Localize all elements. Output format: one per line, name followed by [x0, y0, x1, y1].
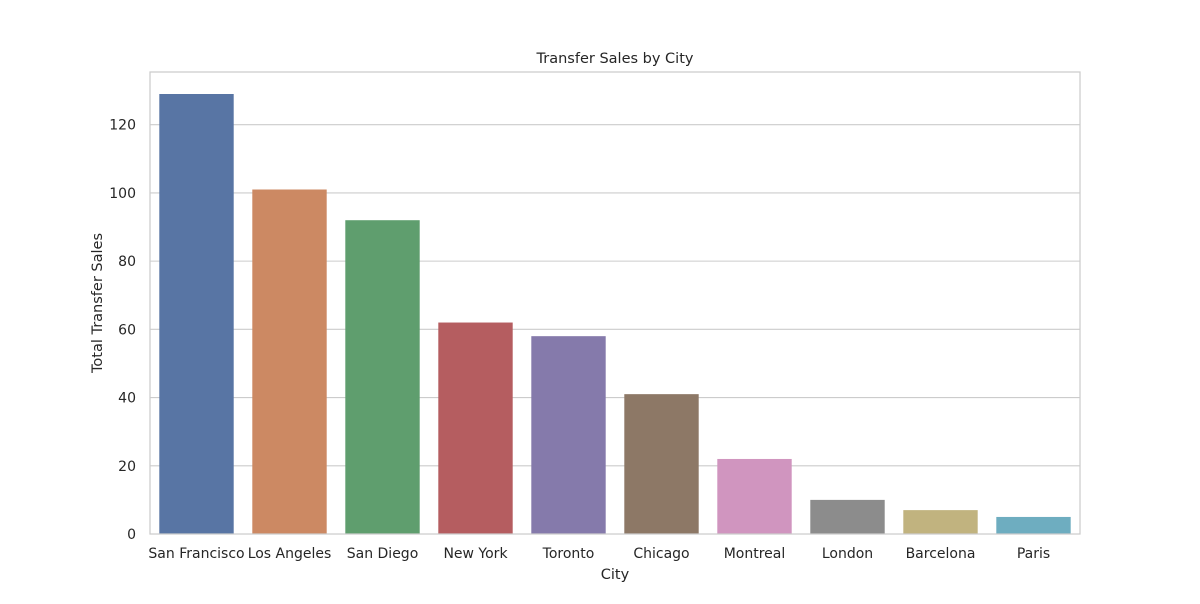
x-tick-label: San Francisco — [148, 546, 244, 562]
x-tick-label: London — [822, 546, 873, 562]
x-tick-label: Montreal — [724, 546, 786, 562]
bar-paris — [996, 516, 1071, 534]
y-tick-label: 80 — [118, 254, 136, 270]
bar-barcelona — [903, 510, 978, 534]
y-tick-label: 0 — [127, 527, 136, 543]
bar-toronto — [531, 336, 606, 534]
x-tick-label: Chicago — [633, 546, 689, 562]
y-tick-label: 60 — [118, 322, 136, 338]
bar-san-francisco — [159, 94, 234, 534]
y-axis-label: Total Transfer Sales — [90, 233, 106, 374]
bar-new-york — [438, 322, 513, 534]
x-tick-labels: San Francisco Los Angeles San Diego New Yor… — [148, 546, 1050, 562]
x-tick-label: Paris — [1017, 546, 1050, 562]
bar-los-angeles — [252, 189, 327, 534]
y-tick-label: 40 — [118, 391, 136, 407]
chart-title: Transfer Sales by City — [536, 51, 694, 67]
x-tick-label: Barcelona — [906, 546, 976, 562]
y-tick-labels: 0 20 40 60 80 100 120 — [109, 118, 136, 543]
x-tick-label: Los Angeles — [248, 546, 332, 562]
x-tick-label: Toronto — [542, 546, 595, 562]
y-tick-label: 120 — [109, 118, 136, 134]
x-axis-label: City — [601, 567, 630, 583]
bar-san-diego — [345, 220, 420, 535]
plot-frame — [149, 71, 1081, 535]
x-tick-label: San Diego — [347, 546, 419, 562]
y-tick-label: 100 — [109, 186, 136, 202]
y-tick-label: 20 — [118, 459, 136, 475]
bars-layer — [159, 94, 1071, 535]
x-tick-label: New York — [443, 546, 508, 562]
bar-montreal — [717, 458, 792, 534]
bar-london — [810, 499, 885, 534]
bar-chicago — [624, 394, 699, 534]
